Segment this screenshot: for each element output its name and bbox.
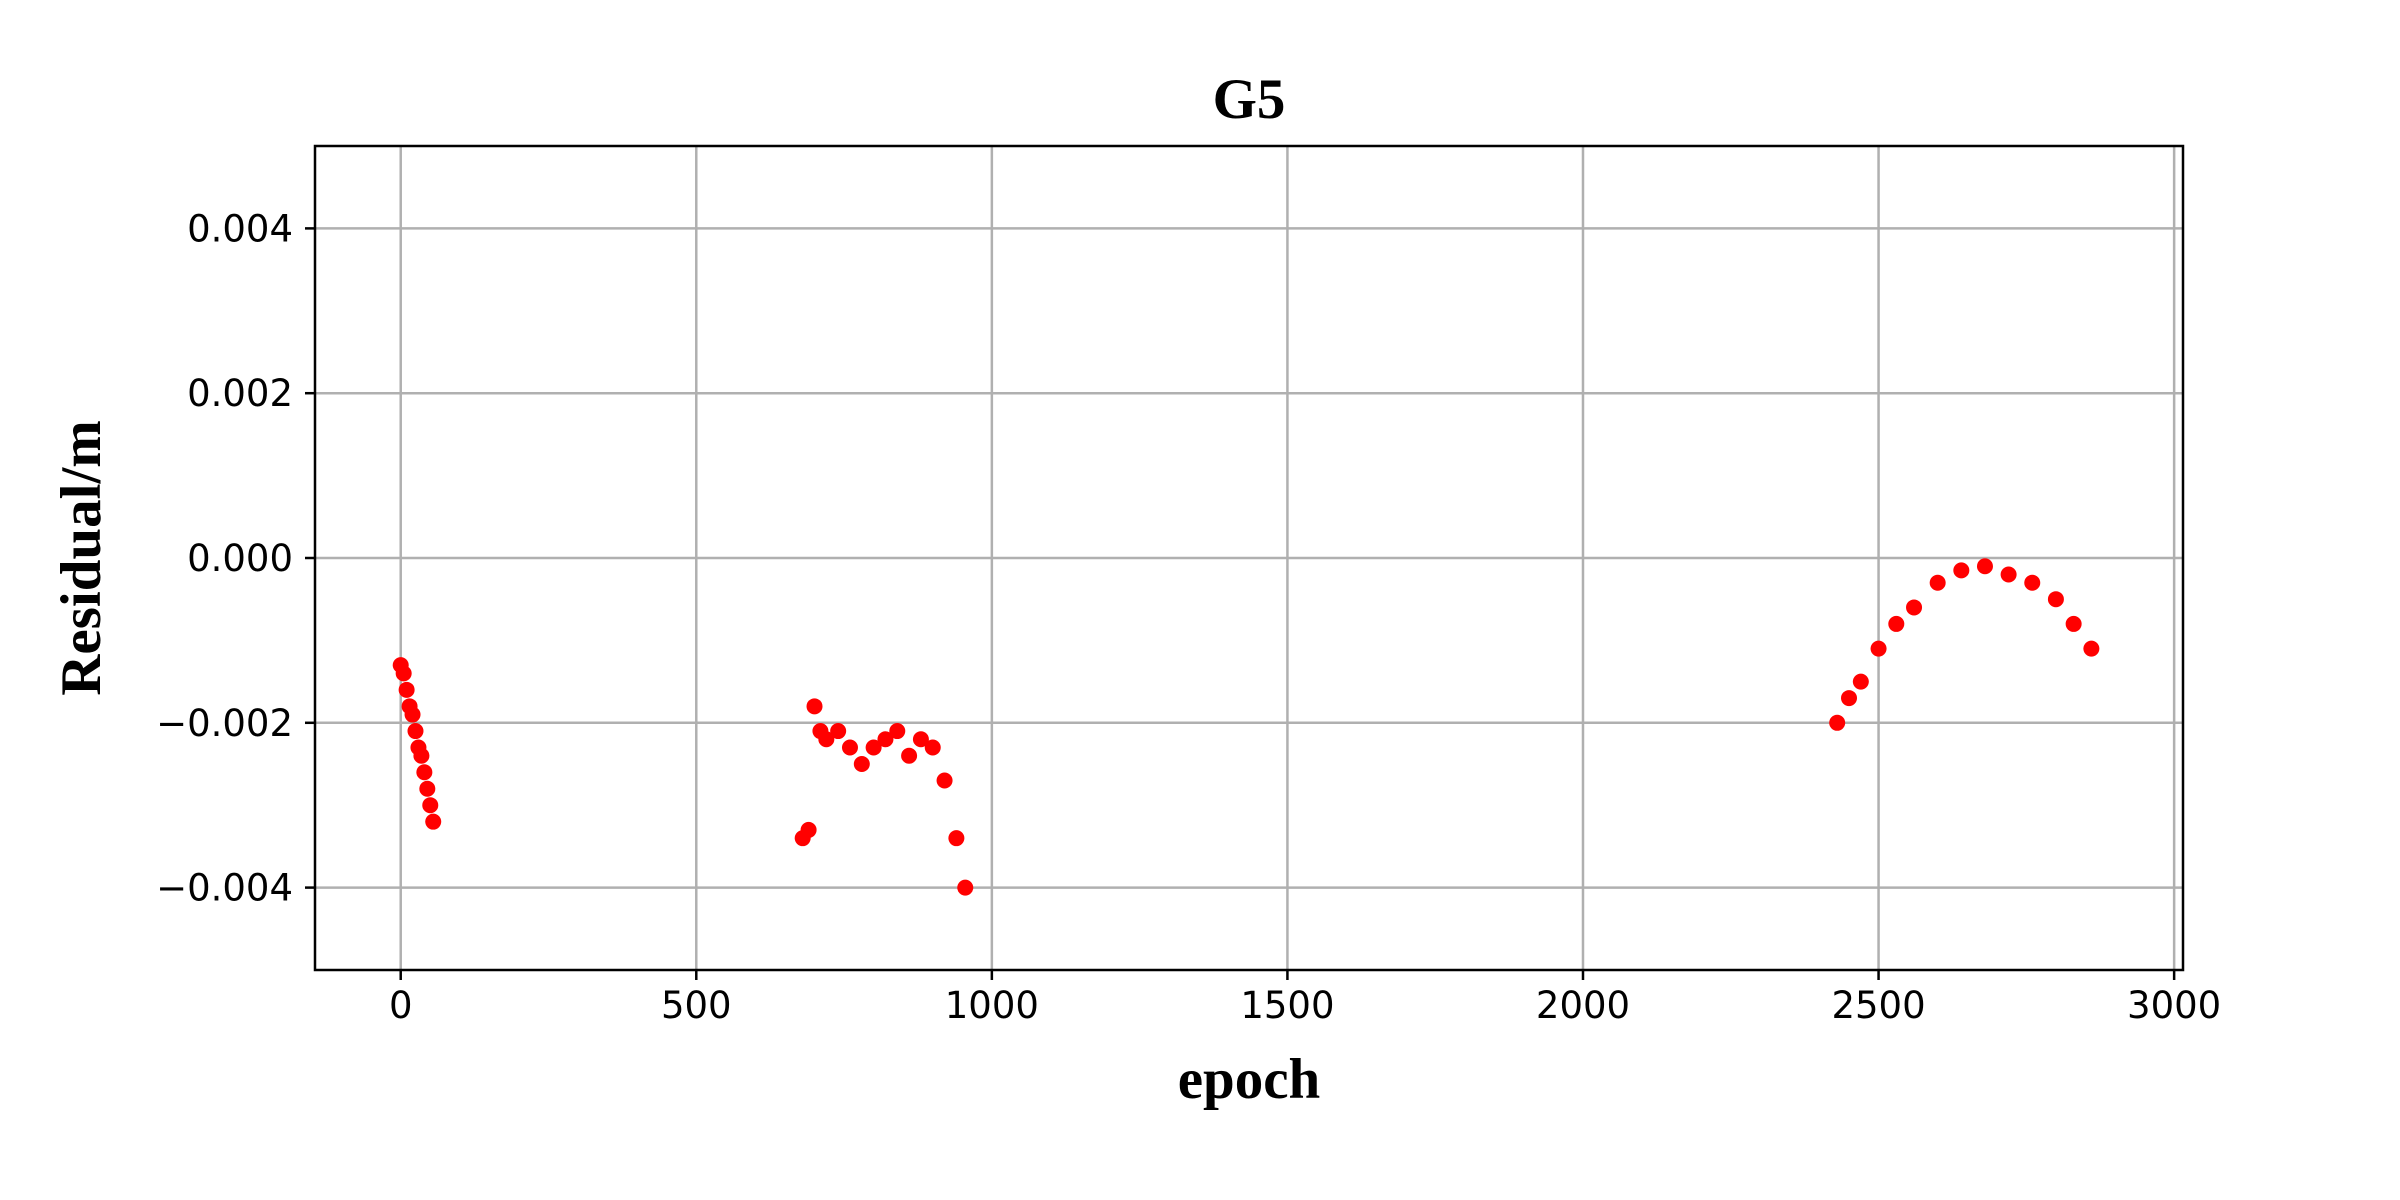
data-point: [1841, 690, 1858, 707]
x-tick-label: 1000: [945, 984, 1039, 1027]
y-tick-label: 0.002: [187, 372, 293, 415]
data-point: [407, 723, 424, 740]
y-tick-label: −0.002: [156, 702, 293, 745]
data-point: [818, 731, 835, 748]
data-point: [413, 747, 430, 764]
x-tick-label: 0: [389, 984, 413, 1027]
data-point: [1929, 574, 1946, 591]
data-point: [924, 739, 941, 756]
data-point: [957, 879, 974, 896]
x-tick-label: 3000: [2127, 984, 2221, 1027]
data-point: [1870, 640, 1887, 657]
y-tick-label: −0.004: [156, 867, 293, 910]
data-point: [2000, 566, 2017, 583]
data-point: [425, 813, 442, 830]
chart-title: G5: [1213, 68, 1286, 131]
data-point: [1852, 673, 1869, 690]
data-point: [948, 830, 965, 847]
data-point: [800, 821, 817, 838]
x-tick-label: 500: [661, 984, 732, 1027]
data-point: [1953, 562, 1970, 579]
x-tick-label: 2500: [1831, 984, 1925, 1027]
x-tick-label: 1500: [1240, 984, 1334, 1027]
data-point: [830, 723, 847, 740]
data-point: [806, 698, 823, 715]
data-point: [395, 665, 412, 682]
grid: [315, 146, 2183, 970]
data-point: [865, 739, 882, 756]
data-point: [404, 706, 421, 723]
data-point: [853, 756, 870, 772]
x-tick-label: 2000: [1536, 984, 1630, 1027]
data-point: [419, 780, 436, 797]
data-points: [392, 558, 2100, 896]
x-axis-title: epoch: [1178, 1048, 1321, 1111]
data-point: [1829, 714, 1846, 731]
data-point: [422, 797, 439, 814]
data-point: [2083, 640, 2100, 657]
data-point: [936, 772, 953, 789]
y-tick-label: 0.000: [187, 537, 293, 580]
y-axis-title: Residual/m: [50, 420, 113, 696]
axis-ticks: 0 500 1000 1500 2000 2500 3000 0.004 0.002 0.000 −…: [156, 207, 2221, 1027]
data-point: [1888, 615, 1905, 632]
data-point: [398, 681, 415, 698]
data-point: [2024, 574, 2041, 591]
y-tick-label: 0.004: [187, 207, 293, 250]
data-point: [1906, 599, 1923, 616]
data-point: [889, 723, 906, 740]
data-point: [912, 731, 929, 748]
data-point: [2047, 591, 2064, 608]
data-point: [1976, 558, 1993, 575]
data-point: [2065, 615, 2082, 632]
data-point: [901, 747, 918, 764]
data-point: [841, 739, 858, 756]
data-point: [416, 764, 433, 781]
data-point: [877, 731, 894, 748]
